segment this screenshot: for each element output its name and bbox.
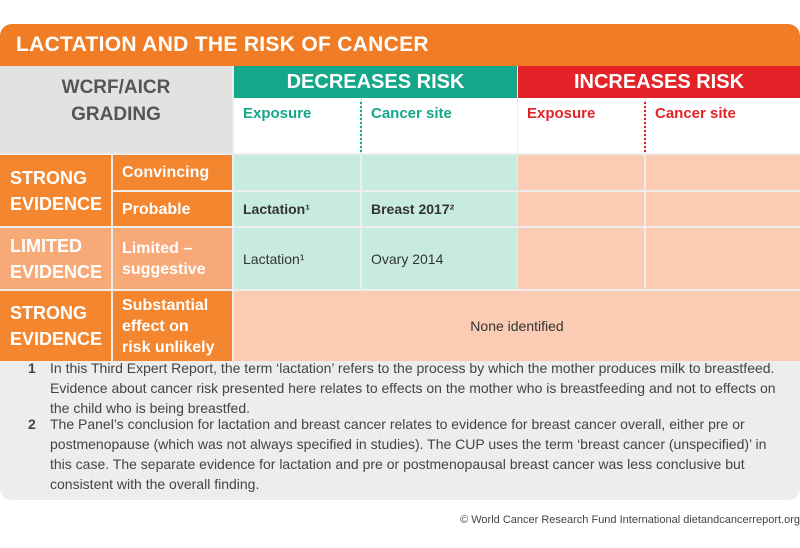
limited-grade-line1: Limited – [122, 239, 193, 257]
grading-header-line2: GRADING [71, 104, 161, 125]
inc-divider [644, 102, 646, 152]
probable-dec-site-cell: Breast 2017² [362, 192, 517, 226]
lactation-cancer-table-card: LACTATION AND THE RISK OF CANCER WCRF/AI… [0, 24, 800, 500]
limited-evidence-line2: EVIDENCE [10, 261, 103, 282]
substantial-effect-grade: Substantial effect on risk unlikely [113, 291, 232, 361]
footnote-2-number: 2 [28, 416, 36, 432]
strong-evidence-substantial-label: STRONG EVIDENCE [0, 291, 111, 361]
convincing-dec-site-cell [362, 155, 517, 190]
convincing-inc-exposure-cell [518, 155, 644, 190]
strong-evidence-label: STRONG EVIDENCE [0, 155, 111, 226]
footnote-2-text: The Panel’s conclusion for lactation and… [50, 416, 767, 492]
grading-header: WCRF/AICR GRADING [0, 66, 232, 153]
substantial-line1: Substantial [122, 296, 209, 314]
limited-grade-line2: suggestive [122, 260, 206, 278]
strong2-evidence-line1: STRONG [10, 303, 88, 323]
convincing-dec-exposure-cell [234, 155, 360, 190]
increases-risk-header: INCREASES RISK [518, 66, 800, 98]
footnote-1-number: 1 [28, 360, 36, 376]
strong-evidence-line1: STRONG [10, 167, 88, 188]
strong-evidence-line2: EVIDENCE [10, 193, 103, 214]
table-title: LACTATION AND THE RISK OF CANCER [0, 24, 800, 66]
grading-header-line1: WCRF/AICR [61, 77, 171, 98]
dec-cancer-site-subheader: Cancer site [362, 98, 517, 153]
probable-dec-exposure-cell: Lactation¹ [234, 192, 360, 226]
strong2-evidence-line2: EVIDENCE [10, 329, 103, 349]
substantial-line3: risk unlikely [122, 338, 215, 356]
limited-inc-exposure-cell [518, 228, 644, 289]
limited-inc-site-cell [646, 228, 800, 289]
dec-exposure-subheader: Exposure [234, 98, 360, 153]
limited-dec-exposure-cell: Lactation¹ [234, 228, 360, 289]
copyright-notice: © World Cancer Research Fund Internation… [460, 514, 800, 526]
probable-inc-exposure-cell [518, 192, 644, 226]
limited-evidence-line1: LIMITED [10, 235, 82, 256]
none-identified-cell: None identified [234, 291, 800, 361]
limited-evidence-label: LIMITED EVIDENCE [0, 228, 111, 289]
dec-divider [360, 102, 362, 152]
limited-dec-site-cell: Ovary 2014 [362, 228, 517, 289]
limited-suggestive-grade: Limited – suggestive [113, 228, 232, 289]
convincing-grade: Convincing [113, 155, 232, 190]
probable-grade: Probable [113, 192, 232, 226]
substantial-line2: effect on [122, 317, 189, 335]
convincing-inc-site-cell [646, 155, 800, 190]
inc-exposure-subheader: Exposure [518, 98, 644, 153]
inc-cancer-site-subheader: Cancer site [646, 98, 800, 153]
footnote-1-text: In this Third Expert Report, the term ‘l… [50, 360, 776, 416]
probable-inc-site-cell [646, 192, 800, 226]
decreases-risk-header: DECREASES RISK [234, 66, 517, 98]
